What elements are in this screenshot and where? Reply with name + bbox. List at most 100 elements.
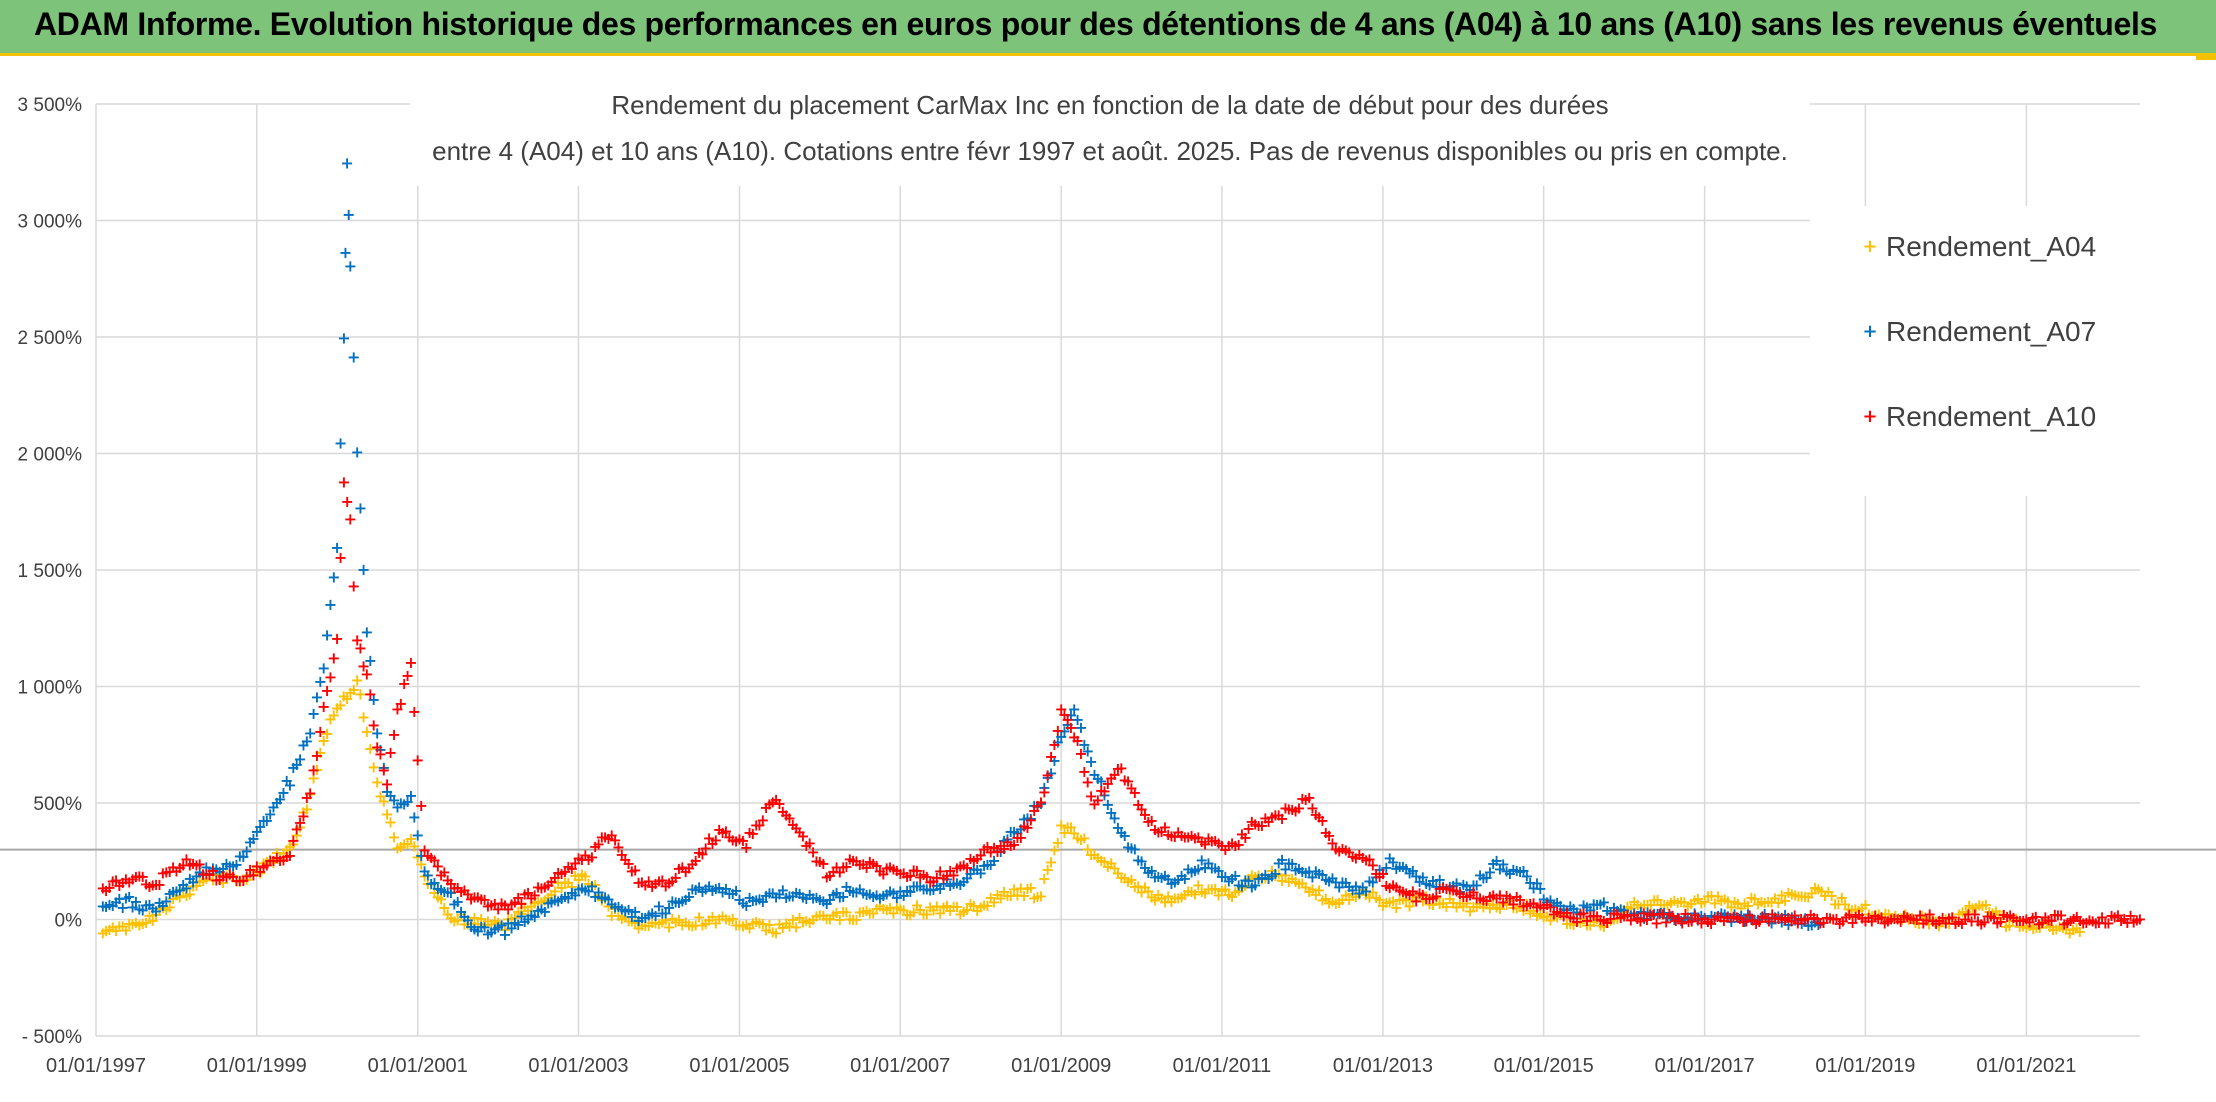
data-point: + bbox=[277, 844, 290, 863]
data-point: + bbox=[213, 863, 226, 882]
data-point: + bbox=[360, 722, 373, 741]
data-point: + bbox=[374, 786, 387, 805]
data-point: + bbox=[166, 889, 179, 908]
data-point: + bbox=[394, 694, 407, 713]
y-tick-label: 500% bbox=[33, 794, 82, 815]
data-point: + bbox=[327, 567, 340, 586]
data-point: + bbox=[659, 910, 672, 929]
x-tick-label: 01/01/2005 bbox=[689, 1055, 789, 1077]
data-point: + bbox=[237, 870, 250, 889]
data-point: + bbox=[860, 901, 873, 920]
x-tick-label: 01/01/2001 bbox=[368, 1055, 468, 1077]
data-point: + bbox=[387, 725, 400, 744]
data-point: + bbox=[491, 913, 504, 932]
data-point: + bbox=[156, 898, 169, 917]
data-point: + bbox=[763, 915, 776, 934]
data-point: + bbox=[505, 909, 518, 928]
data-point: + bbox=[270, 843, 283, 862]
data-point: + bbox=[324, 595, 337, 614]
data-point: + bbox=[364, 685, 377, 704]
data-point: + bbox=[273, 850, 286, 869]
data-point: + bbox=[464, 914, 477, 933]
chart-legend: + Rendement_A04 + Rendement_A07 + Rendement_A… bbox=[1810, 56, 2216, 496]
y-tick-label: 0% bbox=[55, 911, 83, 932]
data-point: + bbox=[793, 908, 806, 927]
data-point: + bbox=[632, 919, 645, 938]
series-rendement_a04: ++++++++++++++++++++++++++++++++++++++++… bbox=[96, 670, 2086, 942]
data-point: + bbox=[146, 911, 159, 930]
data-point: + bbox=[498, 920, 511, 939]
data-point: + bbox=[823, 910, 836, 929]
data-point: + bbox=[116, 917, 129, 936]
data-point: + bbox=[515, 904, 528, 923]
data-point: + bbox=[283, 837, 296, 856]
data-point: + bbox=[813, 906, 826, 925]
data-point: + bbox=[656, 913, 669, 932]
data-point: + bbox=[297, 802, 310, 821]
data-point: + bbox=[126, 914, 139, 933]
data-point: + bbox=[243, 865, 256, 884]
x-tick-label: 01/01/2009 bbox=[1011, 1055, 1111, 1077]
data-point: + bbox=[387, 827, 400, 846]
data-point: + bbox=[686, 917, 699, 936]
data-point: + bbox=[230, 871, 243, 890]
data-point: + bbox=[133, 915, 146, 934]
data-point: + bbox=[712, 909, 725, 928]
data-point: + bbox=[186, 876, 199, 895]
data-point: + bbox=[431, 888, 444, 907]
data-point: + bbox=[454, 905, 467, 924]
data-point: + bbox=[377, 791, 390, 810]
data-point: + bbox=[344, 510, 357, 529]
data-point: + bbox=[330, 698, 343, 717]
data-point: + bbox=[555, 878, 568, 897]
data-point: + bbox=[485, 914, 498, 933]
data-point: + bbox=[210, 865, 223, 884]
y-tick-label: 3 000% bbox=[18, 212, 83, 233]
data-point: + bbox=[478, 915, 491, 934]
data-point: + bbox=[779, 914, 792, 933]
data-point: + bbox=[806, 910, 819, 929]
data-point: + bbox=[160, 900, 173, 919]
scatter-chart: ++++++++++++++++++++++++++++++++++++++++… bbox=[0, 56, 2216, 1077]
data-point: + bbox=[367, 757, 380, 776]
data-point: + bbox=[582, 874, 595, 893]
data-point: + bbox=[495, 915, 508, 934]
data-point: + bbox=[300, 799, 313, 818]
data-point: + bbox=[511, 902, 524, 921]
data-point: + bbox=[314, 722, 327, 741]
data-point: + bbox=[293, 818, 306, 837]
data-point: + bbox=[481, 912, 494, 931]
data-point: + bbox=[783, 917, 796, 936]
legend-label: Rendement_A07 bbox=[1886, 316, 2096, 347]
data-point: + bbox=[136, 914, 149, 933]
data-point: + bbox=[541, 888, 554, 907]
data-point: + bbox=[203, 864, 216, 883]
data-point: + bbox=[726, 909, 739, 928]
data-point: + bbox=[649, 913, 662, 932]
data-point: + bbox=[471, 914, 484, 933]
data-point: + bbox=[384, 812, 397, 831]
data-point: + bbox=[672, 910, 685, 929]
data-point: + bbox=[1074, 744, 1087, 763]
data-point: + bbox=[106, 918, 119, 937]
data-point: + bbox=[817, 906, 830, 925]
data-point: + bbox=[528, 893, 541, 912]
data-point: + bbox=[652, 914, 665, 933]
data-point: + bbox=[833, 910, 846, 929]
x-tick-label: 01/01/2007 bbox=[850, 1055, 950, 1077]
data-point: + bbox=[743, 918, 756, 937]
data-point: + bbox=[350, 442, 363, 461]
data-point: + bbox=[699, 914, 712, 933]
series-rendement_a07: ++++++++++++++++++++++++++++++++++++++++… bbox=[96, 154, 1825, 944]
data-point: + bbox=[414, 796, 427, 815]
data-point: + bbox=[502, 909, 515, 928]
legend-marker: + bbox=[1862, 236, 1877, 257]
data-point: + bbox=[458, 914, 471, 933]
legend-label: Rendement_A04 bbox=[1886, 231, 2096, 262]
data-point: + bbox=[260, 852, 273, 871]
data-point: + bbox=[753, 914, 766, 933]
corner-accent bbox=[2196, 56, 2216, 60]
data-point: + bbox=[103, 920, 116, 939]
data-point: + bbox=[666, 909, 679, 928]
data-point: + bbox=[622, 911, 635, 930]
